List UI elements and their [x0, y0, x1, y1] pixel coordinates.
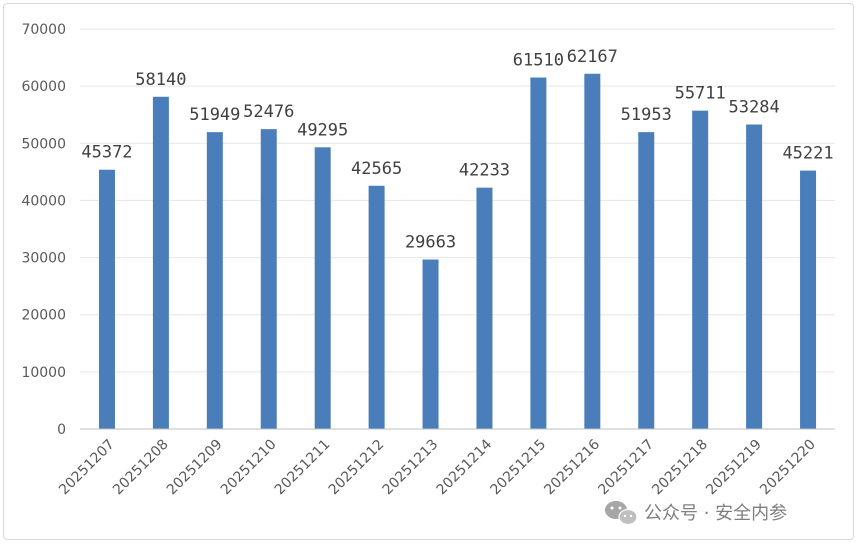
x-tick-label: 20251210: [218, 437, 280, 499]
bar: [584, 73, 601, 429]
y-tick-label: 0: [57, 422, 66, 438]
watermark-text: 公众号 · 安全内参: [644, 503, 787, 524]
x-axis-ticks: 2025120720251208202512092025121020251211…: [56, 436, 819, 498]
x-tick-label: 20251215: [488, 437, 550, 499]
data-label: 42233: [459, 161, 510, 181]
data-label: 55711: [675, 84, 726, 104]
bar: [476, 187, 493, 429]
grid-lines: [80, 28, 835, 373]
data-label: 52476: [243, 102, 294, 122]
bar: [206, 132, 223, 430]
y-tick-label: 40000: [21, 193, 66, 209]
y-tick-label: 60000: [21, 79, 66, 95]
x-tick-label: 20251217: [595, 437, 657, 499]
y-tick-label: 70000: [21, 22, 66, 38]
bar: [638, 132, 655, 429]
bar: [314, 147, 331, 430]
data-label: 53284: [729, 98, 780, 118]
data-label: 62167: [567, 47, 618, 67]
x-tick-label: 20251208: [110, 437, 172, 499]
x-tick-label: 20251216: [541, 436, 603, 498]
data-label: 58140: [135, 70, 186, 90]
data-label: 42565: [351, 159, 402, 179]
x-tick-label: 20251209: [164, 437, 226, 499]
data-label: 29663: [405, 232, 456, 252]
data-label: 45372: [81, 143, 132, 163]
bar: [368, 185, 385, 429]
bar: [98, 169, 115, 429]
y-tick-label: 30000: [21, 251, 66, 267]
bar: [800, 170, 817, 429]
data-label: 61510: [513, 51, 564, 71]
x-tick-label: 20251212: [326, 437, 388, 499]
x-tick-label: 20251220: [757, 437, 819, 499]
x-tick-label: 20251213: [380, 437, 442, 499]
data-label: 51953: [621, 105, 672, 125]
bar: [422, 259, 439, 429]
bar: [530, 77, 547, 429]
bar: [152, 96, 169, 430]
y-tick-label: 10000: [21, 365, 66, 381]
y-tick-label: 20000: [21, 308, 66, 324]
bar: [692, 110, 709, 429]
x-tick-label: 20251214: [434, 436, 496, 498]
watermark: 公众号 · 安全内参: [605, 501, 787, 526]
bars: [98, 73, 817, 430]
x-tick-label: 20251219: [703, 437, 765, 499]
bar: [746, 124, 763, 430]
x-tick-label: 20251211: [272, 437, 334, 499]
y-tick-label: 50000: [21, 136, 66, 152]
bar: [260, 129, 277, 429]
data-label: 49295: [297, 120, 348, 140]
y-axis-ticks: 0 10000 20000 30000 40000 50000 60000 70000: [21, 22, 66, 438]
x-tick-label: 20251218: [649, 437, 711, 499]
wechat-icon: [605, 501, 638, 526]
data-label: 51949: [189, 105, 240, 125]
data-label: 45221: [782, 144, 833, 164]
x-tick-label: 20251207: [56, 437, 118, 499]
